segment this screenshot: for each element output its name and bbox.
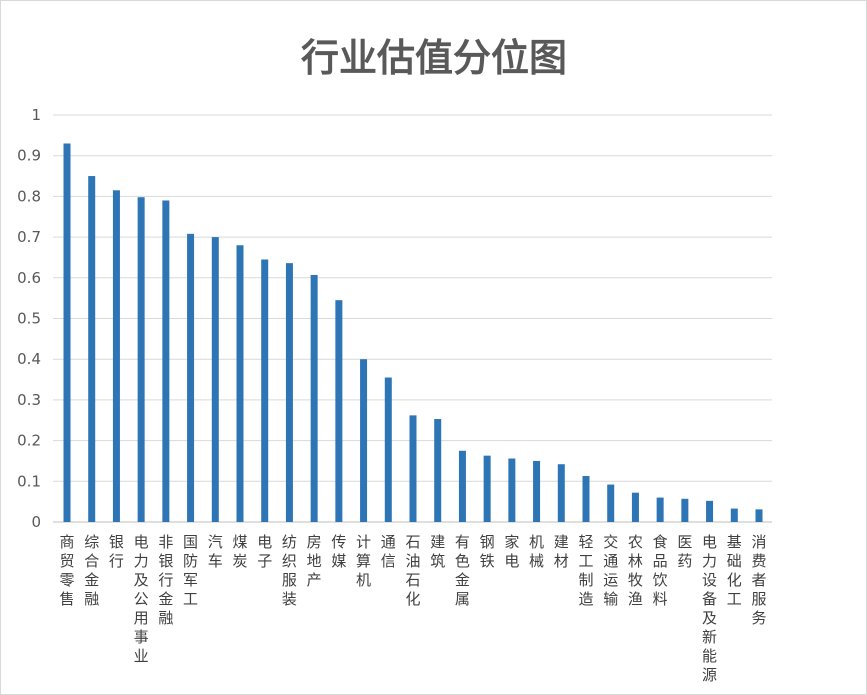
x-axis-tick-labels: 商贸零售综合金融银行电力及公用事业非银行金融国防军工汽车煤炭电子纺织服装房地产传… [59,533,766,684]
y-tick-label: 0.4 [17,350,41,368]
x-tick-label: 汽车 [208,533,223,570]
y-tick-label: 0.3 [17,391,41,409]
x-tick-label: 基础化工 [727,533,742,608]
bar [607,484,615,522]
x-tick-label: 传媒 [331,533,346,570]
bar [384,377,392,522]
bar [335,300,343,522]
bar [706,500,714,522]
bar [285,263,293,522]
x-tick-label: 消费者服务 [751,533,766,627]
bar [137,197,145,522]
y-tick-label: 0.7 [17,228,41,246]
y-tick-label: 0.1 [17,472,41,490]
x-tick-label: 通信 [381,533,396,570]
x-tick-label: 商贸零售 [59,533,74,608]
bar [434,419,442,522]
x-tick-label: 计算机 [356,533,371,589]
y-tick-label: 0 [31,513,41,531]
bar [681,498,689,522]
bar [310,274,318,522]
x-tick-label: 电力设备及新能源 [702,533,717,684]
x-tick-label: 煤炭 [232,533,247,570]
bar [112,190,120,523]
y-tick-label: 1 [31,106,41,124]
y-tick-label: 0.9 [17,147,41,165]
x-tick-label: 轻工制造 [578,533,593,608]
bar [483,455,491,522]
y-tick-label: 0.8 [17,187,41,205]
bar [236,245,244,523]
bars [63,143,763,523]
x-tick-label: 交通运输 [603,533,618,608]
x-tick-label: 家电 [504,533,519,570]
x-tick-label: 非银行金融 [158,533,173,627]
bar [730,508,738,522]
x-tick-label: 电力及公用事业 [134,533,149,665]
x-tick-label: 纺织服装 [282,533,297,608]
x-tick-label: 石油石化 [405,533,420,608]
x-tick-label: 建筑 [430,533,445,570]
bar [557,464,565,522]
y-tick-label: 0.6 [17,269,41,287]
x-tick-label: 电子 [257,533,272,570]
bar [261,259,269,522]
bar [458,450,466,522]
bar [631,492,639,522]
x-tick-label: 钢铁 [480,533,495,570]
x-tick-label: 综合金融 [84,533,99,608]
y-tick-label: 0.2 [17,432,41,450]
bar [63,143,71,523]
bar [211,237,219,522]
x-tick-label: 银行 [109,533,124,570]
x-tick-label: 国防军工 [183,533,198,608]
x-tick-label: 农林牧渔 [628,533,643,608]
bar [409,415,417,522]
x-tick-label: 食品饮料 [653,533,668,608]
y-tick-label: 0.5 [17,310,41,328]
x-tick-label: 机械 [529,533,544,570]
gridlines [53,114,772,523]
bar [187,233,195,522]
x-tick-label: 医药 [677,533,692,570]
bar [656,497,664,522]
x-tick-label: 房地产 [307,533,322,589]
bar [582,476,590,522]
bar [360,359,368,522]
bar [755,509,763,522]
y-axis-tick-labels: 0 0.1 0.2 0.3 0.4 0.5 0.6 0.7 0.8 0.9 1 [17,106,41,531]
bar [533,460,541,522]
bar [88,176,96,523]
bar [508,458,516,522]
bar [162,200,170,522]
x-tick-label: 有色金属 [455,533,470,608]
x-tick-label: 建材 [554,533,569,570]
chart-title: 行业估值分位图 [301,36,567,80]
